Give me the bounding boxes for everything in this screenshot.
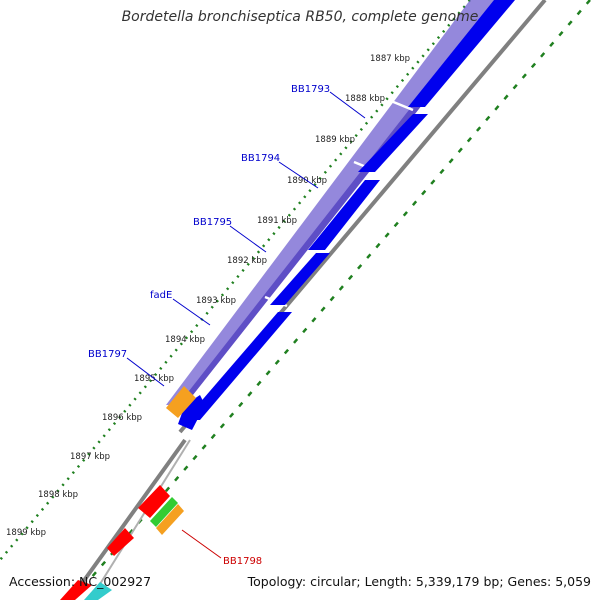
gene-label: BB1793 bbox=[291, 84, 330, 95]
tick-label: 1893 kbp bbox=[196, 296, 236, 306]
map-title: Bordetella bronchiseptica RB50, complete… bbox=[121, 9, 479, 25]
gene-label: BB1794 bbox=[241, 153, 280, 164]
tick-label: 1899 kbp bbox=[6, 528, 46, 538]
tick-label: 1887 kbp bbox=[370, 54, 410, 64]
tick-label: 1891 kbp bbox=[257, 216, 297, 226]
red-gene-arrow-3 bbox=[60, 580, 92, 600]
reverse-cds-arrow-1 bbox=[358, 114, 428, 172]
cyan-gene-arrow bbox=[84, 582, 112, 600]
gene-leader-line bbox=[329, 91, 366, 119]
tick-label: 1888 kbp bbox=[345, 94, 385, 104]
tick-label: 1894 kbp bbox=[165, 335, 205, 345]
gene-label: BB1795 bbox=[193, 217, 232, 228]
tick-label: 1892 kbp bbox=[227, 256, 267, 266]
gene-label: fadE bbox=[150, 290, 172, 301]
band-gap-0 bbox=[390, 99, 414, 112]
accession-label: Accession: NC_002927 bbox=[9, 574, 152, 589]
reverse-cds-arrow-0 bbox=[408, 0, 515, 107]
reverse-cds-arrow-tail bbox=[178, 395, 205, 430]
green-gene-arrow bbox=[150, 497, 178, 527]
red-gene-arrow-1 bbox=[138, 485, 170, 518]
tick-label: 1889 kbp bbox=[315, 135, 355, 145]
reverse-cds-arrow-2 bbox=[308, 180, 380, 250]
topology-label: Topology: circular; Length: 5,339,179 bp… bbox=[247, 574, 591, 589]
gc-skew-outer-track bbox=[0, 0, 471, 561]
gene-leader-line bbox=[181, 529, 222, 559]
tick-label: 1896 kbp bbox=[102, 413, 142, 423]
features-layer bbox=[60, 0, 547, 600]
gene-leader-line bbox=[126, 357, 165, 387]
tick-label: 1898 kbp bbox=[38, 490, 78, 500]
backbone-line-lower-shadow bbox=[89, 439, 191, 600]
reverse-cds-arrow-3 bbox=[270, 253, 330, 305]
gene-labels-layer: BB1793 BB1794 BB1795 fadE BB1797 BB1798 bbox=[88, 84, 366, 567]
orange-gene-arrow bbox=[156, 504, 184, 535]
reverse-cds-arrow-4 bbox=[185, 312, 292, 420]
gene-leader-line bbox=[278, 161, 319, 189]
gene-leader-line bbox=[229, 225, 267, 253]
backbone-line-lower bbox=[68, 438, 187, 600]
red-gene-arrow-2 bbox=[107, 528, 134, 556]
gene-label: BB1797 bbox=[88, 349, 127, 360]
gene-label: BB1798 bbox=[223, 556, 262, 567]
tick-label: 1897 kbp bbox=[70, 452, 110, 462]
rna-orange-feature bbox=[166, 386, 196, 418]
gene-leader-line bbox=[172, 298, 211, 326]
